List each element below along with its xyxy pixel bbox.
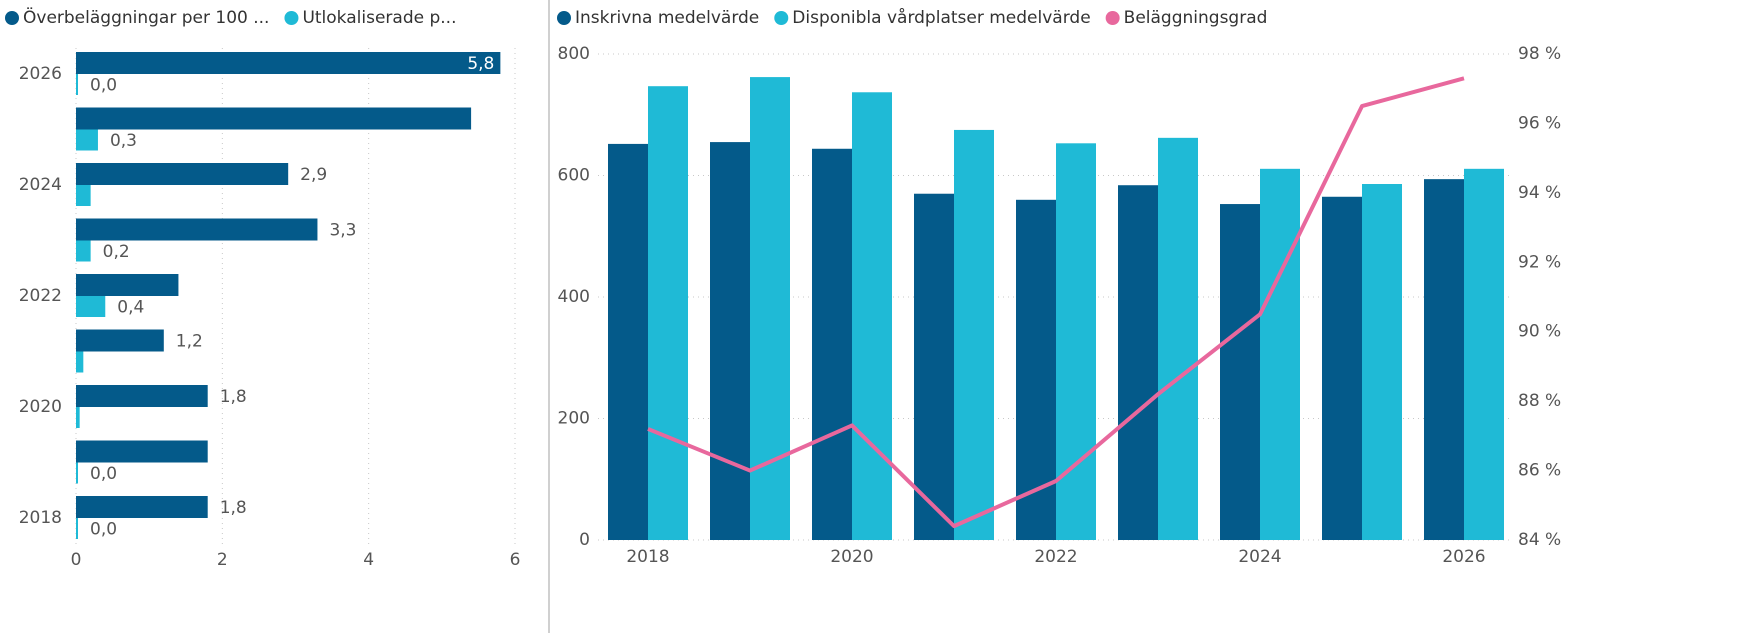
bar: [76, 329, 164, 352]
y2-tick-label: 98 %: [1518, 44, 1561, 64]
bar: [648, 86, 688, 540]
legend-label: Disponibla vårdplatser medelvärde: [792, 7, 1090, 28]
y2-tick-label: 92 %: [1518, 252, 1561, 272]
bar: [76, 296, 106, 317]
bar: [76, 107, 472, 130]
data-label: 0,4: [117, 298, 144, 318]
x-tick-label: 2022: [1034, 547, 1077, 567]
bar: [76, 407, 80, 428]
bar: [1118, 185, 1158, 540]
y2-tick-label: 90 %: [1518, 322, 1561, 342]
x-tick-label: 2026: [1442, 547, 1485, 567]
legend-marker: [774, 11, 789, 25]
y2-tick-label: 84 %: [1518, 530, 1561, 550]
bar: [710, 142, 750, 540]
y-tick-label: 2024: [19, 175, 62, 195]
bar: [76, 52, 501, 74]
bar: [76, 185, 91, 206]
data-label: 1,2: [176, 332, 203, 352]
y-tick-label: 800: [558, 44, 590, 64]
data-label: 1,8: [220, 498, 247, 518]
bar: [76, 129, 98, 151]
bar: [76, 218, 318, 241]
x-tick-label: 2: [217, 550, 228, 570]
bar: [1424, 179, 1464, 540]
x-tick-label: 2024: [1238, 547, 1281, 567]
legend-marker: [557, 11, 571, 25]
data-label: 0,0: [90, 76, 117, 96]
x-tick-label: 6: [510, 550, 521, 570]
y-tick-label: 600: [558, 166, 590, 186]
legend-label: Inskrivna medelvärde: [575, 8, 759, 28]
data-label: 3,3: [329, 221, 356, 241]
bar: [608, 143, 648, 540]
bar: [1322, 196, 1362, 540]
bar: [76, 385, 208, 407]
x-tick-label: 4: [363, 550, 374, 570]
y2-tick-label: 96 %: [1518, 113, 1561, 133]
bar: [852, 92, 892, 541]
bar: [1056, 143, 1096, 541]
legend-label: Beläggningsgrad: [1124, 8, 1268, 28]
legend-marker: [5, 11, 19, 25]
x-tick-label: 0: [71, 550, 82, 570]
data-label: 2,9: [300, 165, 327, 185]
y-tick-label: 0: [579, 530, 590, 550]
data-label: 0,3: [110, 131, 137, 151]
bar: [750, 77, 790, 541]
bar: [76, 74, 78, 95]
bar: [76, 163, 289, 185]
line: [647, 76, 1465, 529]
x-tick-label: 2018: [626, 547, 669, 567]
bar: [1464, 168, 1504, 540]
bar: [76, 240, 91, 262]
bar: [76, 440, 208, 463]
bar: [812, 148, 852, 540]
legend-label: Utlokaliserade p...: [302, 8, 456, 28]
y-tick-label: 2026: [19, 64, 62, 84]
y2-tick-label: 86 %: [1518, 461, 1561, 481]
data-label: 5,8: [467, 54, 494, 74]
bar: [954, 129, 994, 540]
y-tick-label: 400: [558, 287, 590, 307]
data-label: 1,8: [220, 387, 247, 407]
y-tick-label: 2020: [19, 397, 62, 417]
y-tick-label: 2018: [19, 508, 62, 528]
data-label: 0,2: [103, 242, 130, 262]
bar: [76, 518, 78, 539]
y2-tick-label: 88 %: [1518, 391, 1561, 411]
data-label: 0,0: [90, 520, 117, 540]
legend-marker: [284, 11, 299, 25]
bar: [76, 462, 78, 484]
y2-tick-label: 94 %: [1518, 183, 1561, 203]
bar: [76, 274, 179, 296]
bar: [1362, 184, 1402, 540]
y-tick-label: 2022: [19, 286, 62, 306]
bar: [1220, 204, 1260, 541]
y-tick-label: 200: [558, 409, 590, 429]
bar: [914, 193, 954, 540]
x-tick-label: 2020: [830, 547, 873, 567]
legend-label: Överbeläggningar per 100 ...: [23, 6, 269, 28]
legend-marker: [1105, 11, 1120, 25]
bar: [76, 351, 84, 373]
data-label: 0,0: [90, 464, 117, 484]
bar: [1158, 137, 1198, 540]
bar: [1260, 168, 1300, 540]
bar: [76, 496, 208, 518]
